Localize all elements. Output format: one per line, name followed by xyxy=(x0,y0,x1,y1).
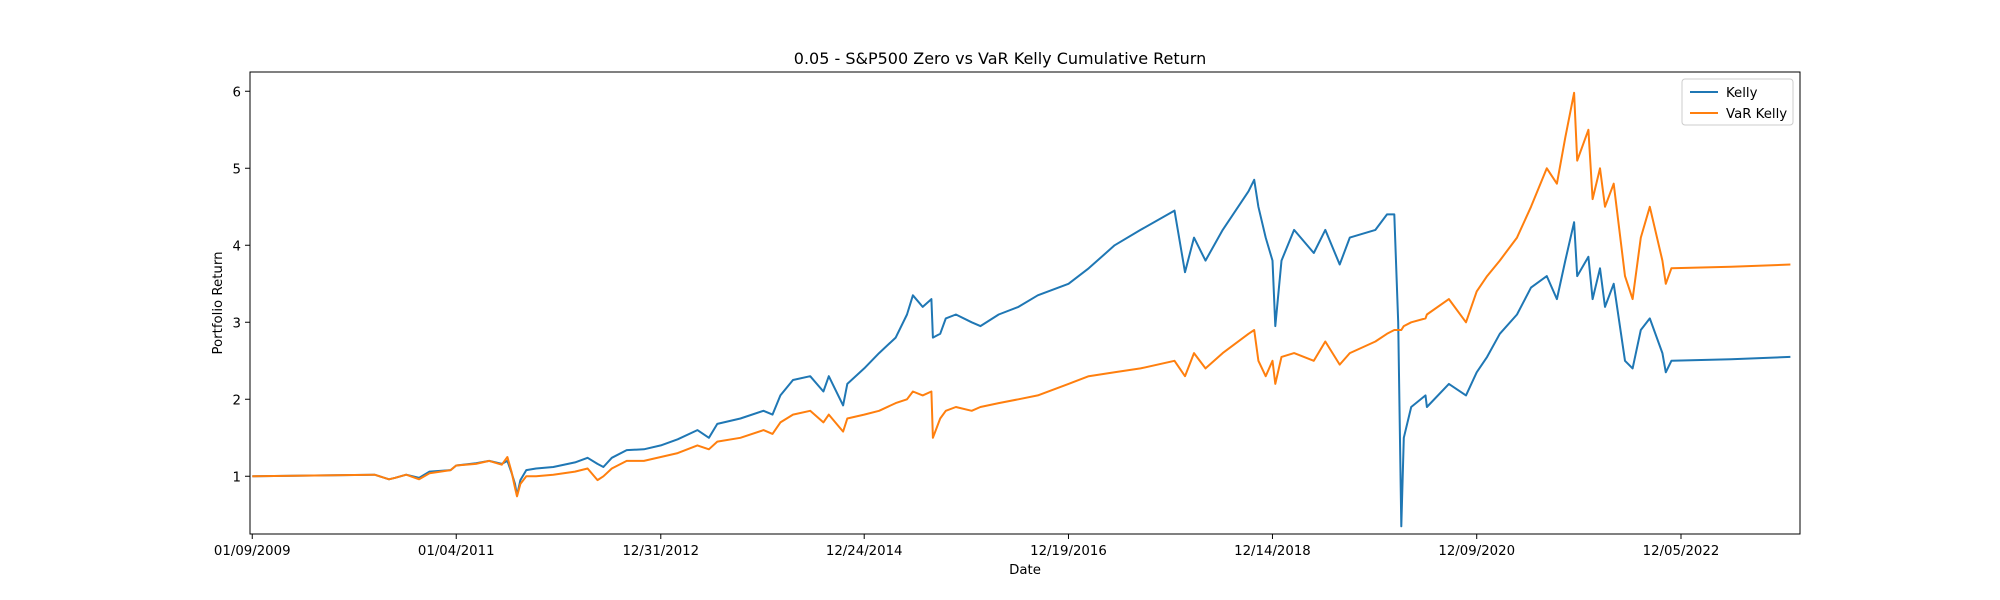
x-axis: 01/09/2009 01/04/2011 12/31/2012 12/24/2014… xyxy=(214,534,1719,559)
y-axis: 1 2 3 4 5 6 xyxy=(233,85,250,485)
y-tick-label: 5 xyxy=(233,162,241,177)
x-tick-label: 12/05/2022 xyxy=(1643,544,1720,559)
y-tick-label: 4 xyxy=(233,239,241,254)
x-axis-label: Date xyxy=(1009,563,1041,578)
series-line-kelly xyxy=(252,178,1791,528)
x-tick-label: 12/31/2012 xyxy=(622,544,699,559)
y-tick-label: 3 xyxy=(233,316,241,331)
series-line-var-kelly xyxy=(252,91,1791,498)
y-axis-label: Portfolio Return xyxy=(211,251,226,354)
legend: Kelly VaR Kelly xyxy=(1681,78,1794,126)
x-tick-label: 12/09/2020 xyxy=(1438,544,1515,559)
x-tick-label: 12/24/2014 xyxy=(826,544,903,559)
legend-label: Kelly xyxy=(1726,86,1758,101)
plot-frame xyxy=(249,71,1801,535)
legend-label: VaR Kelly xyxy=(1726,107,1787,122)
y-tick-label: 2 xyxy=(233,393,241,408)
series-layer xyxy=(252,91,1791,528)
y-tick-label: 1 xyxy=(233,470,241,485)
x-tick-label: 12/14/2018 xyxy=(1234,544,1311,559)
chart-title: 0.05 - S&P500 Zero vs VaR Kelly Cumulati… xyxy=(794,49,1206,68)
x-tick-label: 01/09/2009 xyxy=(214,544,291,559)
x-tick-label: 12/19/2016 xyxy=(1030,544,1107,559)
y-tick-label: 6 xyxy=(233,85,241,100)
x-tick-label: 01/04/2011 xyxy=(418,544,495,559)
